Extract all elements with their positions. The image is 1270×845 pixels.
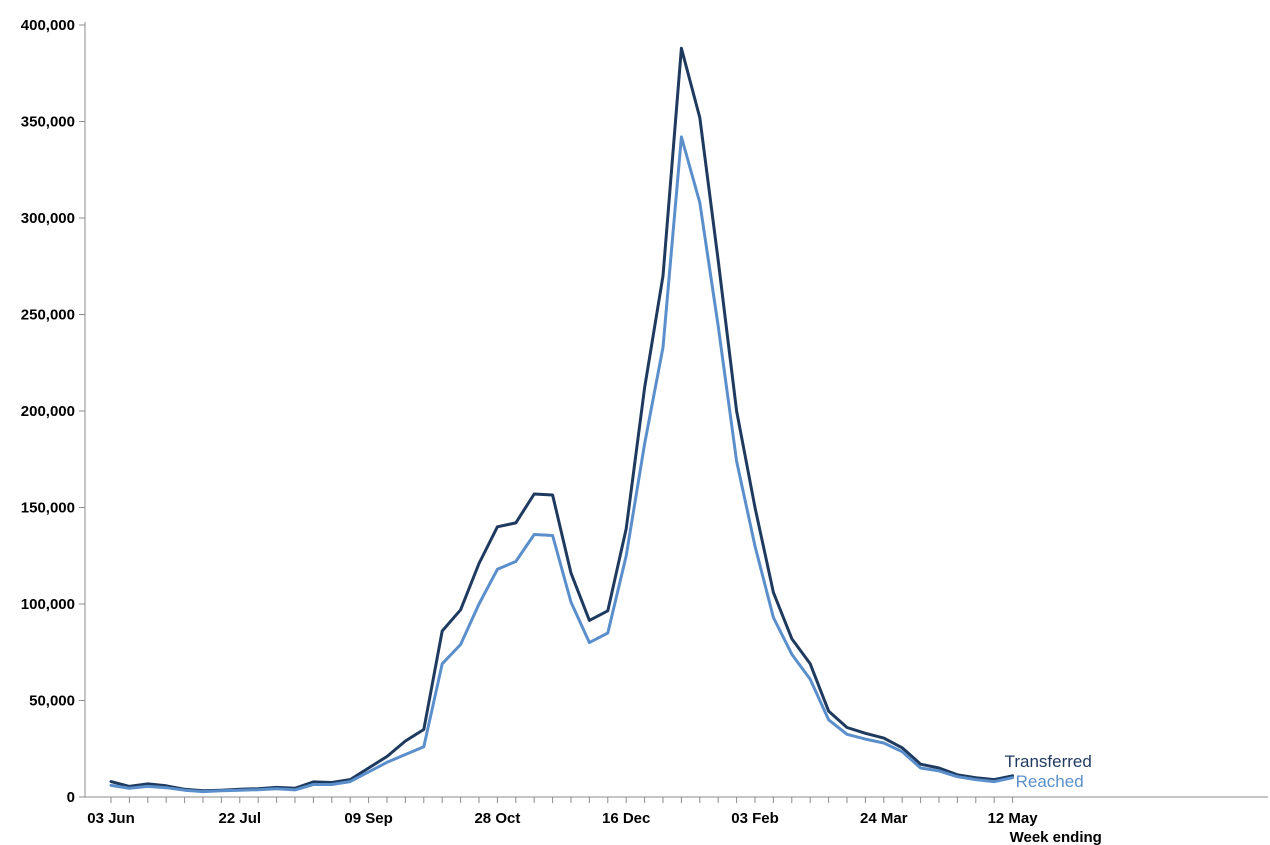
y-tick-label: 300,000 xyxy=(21,210,75,227)
y-tick-label: 250,000 xyxy=(21,307,75,324)
x-tick-label: 22 Jul xyxy=(219,810,262,827)
y-tick-label: 50,000 xyxy=(29,693,75,710)
series-line-transferred xyxy=(109,46,1015,793)
x-tick-label: 28 Oct xyxy=(474,810,520,827)
series-lines xyxy=(109,46,1015,794)
series-label-transferred: Transferred xyxy=(1005,752,1092,771)
series-line-reached xyxy=(109,135,1015,794)
x-tick-label: 24 Mar xyxy=(860,810,908,827)
y-tick-label: 100,000 xyxy=(21,596,75,613)
x-tick-label: 03 Jun xyxy=(87,810,135,827)
y-tick-label: 200,000 xyxy=(21,403,75,420)
y-tick-label: 350,000 xyxy=(21,114,75,131)
x-axis-title: Week ending xyxy=(1010,829,1102,845)
x-axis-ticks: 03 Jun 22 Jul 09 Sep 28 Oct 16 Dec 03 Feb 24 M… xyxy=(87,797,1038,827)
axes xyxy=(84,22,1268,798)
x-tick-label: 03 Feb xyxy=(731,810,779,827)
y-tick-label: 0 xyxy=(67,789,75,806)
y-axis-ticks: 0 50,000 100,000 150,000 200,000 250,000 300,0… xyxy=(21,17,85,806)
y-tick-label: 400,000 xyxy=(21,17,75,34)
x-tick-label: 12 May xyxy=(988,810,1039,827)
x-tick-label: 16 Dec xyxy=(602,810,650,827)
y-tick-label: 150,000 xyxy=(21,500,75,517)
x-tick-label: 09 Sep xyxy=(344,810,392,827)
series-label-reached: Reached xyxy=(1016,772,1084,791)
